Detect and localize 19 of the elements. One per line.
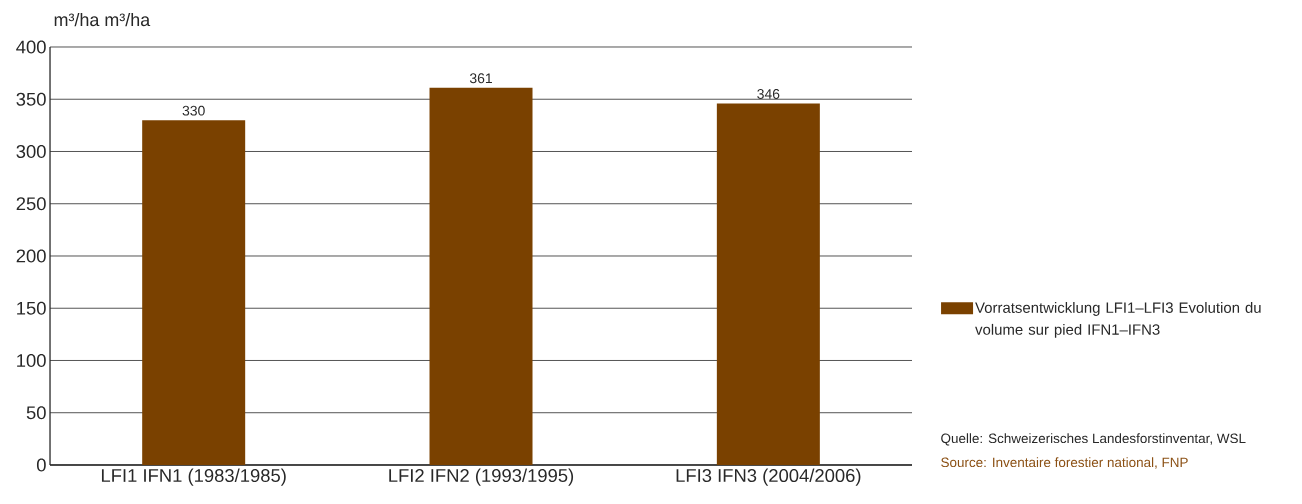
legend-label: Vorratsentwicklung LFI1–LFI3 Evolution du volume sur pied IFN1–IFN3 — [975, 301, 1261, 338]
source-note: Source: Inventaire forestier national, FNP — [941, 457, 1188, 469]
y-tick-label: 0 — [36, 458, 46, 472]
y-tick-label: 300 — [16, 144, 46, 159]
data-label: 346 — [757, 89, 780, 99]
y-axis-title: m³/ha m³/ha — [54, 12, 151, 27]
source-note: Quelle: Schweizerisches Landesforstinventar, WSL — [941, 433, 1246, 446]
y-tick-label: 400 — [16, 40, 46, 54]
y-tick-label: 100 — [17, 353, 46, 368]
y-tick-label: 250 — [16, 197, 46, 211]
y-tick-label: 200 — [16, 249, 46, 263]
x-tick-label: LFI2 IFN2 (1993/1995) — [389, 468, 574, 486]
x-tick-label: LFI3 IFN3 (2004/2006) — [676, 468, 861, 486]
y-tick-label: 50 — [26, 406, 46, 420]
data-label: 361 — [469, 73, 492, 84]
data-label: 330 — [182, 105, 205, 116]
x-tick-label: LFI1 IFN1 (1983/1985) — [101, 468, 286, 486]
y-tick-label: 150 — [17, 301, 46, 315]
y-tick-label: 350 — [16, 92, 46, 106]
